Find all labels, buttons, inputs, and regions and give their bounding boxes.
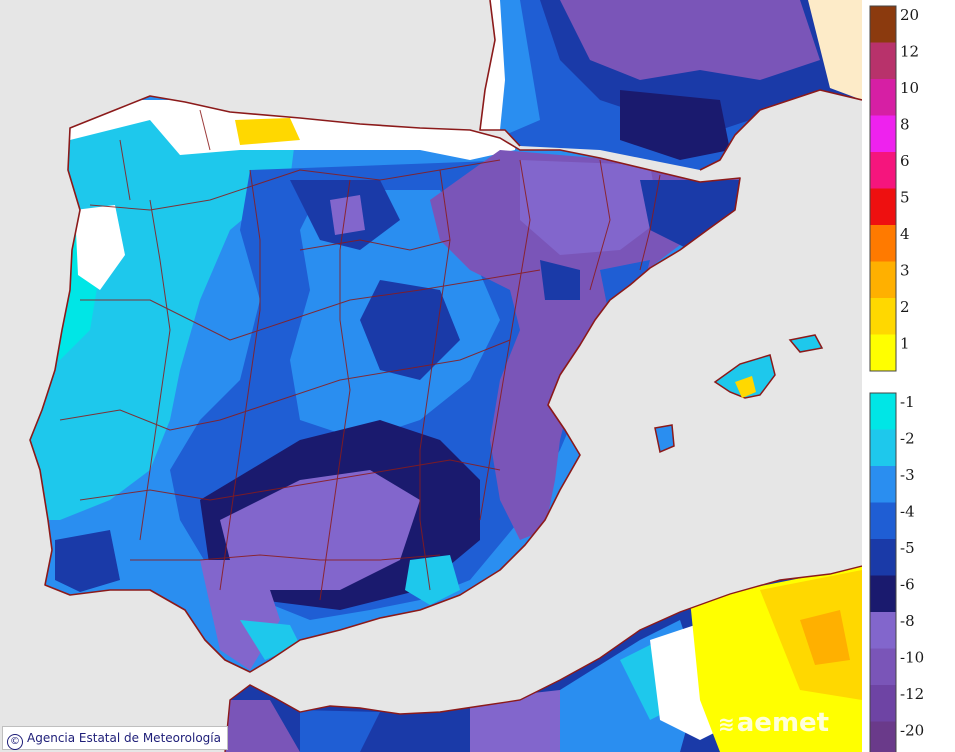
- legend-label-neg-3: -4: [900, 503, 915, 521]
- legend-label-neg-2: -3: [900, 466, 915, 484]
- legend-label-pos-3: 8: [900, 116, 910, 134]
- legend-label-neg-6: -8: [900, 612, 915, 630]
- legend-label-neg-8: -12: [900, 685, 924, 703]
- legend-frame-positive: [869, 5, 897, 372]
- legend-swatch-pos-9: [870, 334, 896, 371]
- anomaly-map: [0, 0, 862, 752]
- legend-label-neg-9: -20: [900, 722, 924, 740]
- aemet-logo: ≋aemet: [718, 708, 829, 738]
- legend-swatch-neg-1: [870, 429, 896, 466]
- legend-swatch-pos-0: [870, 6, 896, 43]
- legend-swatch-neg-4: [870, 539, 896, 576]
- copyright-icon: ©: [7, 734, 23, 750]
- legend-swatch-neg-3: [870, 502, 896, 539]
- legend-label-neg-4: -5: [900, 539, 915, 557]
- legend-swatch-pos-1: [870, 42, 896, 79]
- legend-swatch-pos-2: [870, 79, 896, 116]
- legend-label-pos-6: 4: [900, 225, 910, 243]
- aemet-logo-text: aemet: [736, 708, 830, 738]
- legend-swatch-pos-5: [870, 188, 896, 225]
- legend-swatch-neg-5: [870, 575, 896, 612]
- legend-label-neg-7: -10: [900, 649, 924, 667]
- legend-label-neg-5: -6: [900, 576, 915, 594]
- legend-label-pos-1: 12: [900, 43, 919, 61]
- legend-swatch-neg-0: [870, 393, 896, 430]
- aemet-mark-icon: ≋: [718, 712, 735, 736]
- legend-label-pos-8: 2: [900, 298, 910, 316]
- legend-label-pos-2: 10: [900, 79, 919, 97]
- legend-swatch-pos-8: [870, 298, 896, 335]
- credit-text: Agencia Estatal de Meteorología: [27, 731, 221, 745]
- legend-swatch-neg-9: [870, 721, 896, 752]
- legend-label-pos-5: 5: [900, 189, 910, 207]
- legend-label-pos-9: 1: [900, 335, 910, 353]
- legend-swatch-pos-3: [870, 115, 896, 152]
- legend-label-neg-1: -2: [900, 430, 915, 448]
- legend-swatch-neg-2: [870, 466, 896, 503]
- legend-swatch-pos-6: [870, 225, 896, 262]
- legend-swatch-pos-4: [870, 152, 896, 189]
- legend-label-pos-0: 20: [900, 6, 919, 24]
- copyright-credit: © Agencia Estatal de Meteorología: [2, 726, 228, 750]
- legend-swatch-neg-7: [870, 648, 896, 685]
- legend-label-neg-0: -1: [900, 393, 915, 411]
- legend-swatch-neg-8: [870, 685, 896, 722]
- color-legend: 20 12 10 8 6 5 4 3 2 1 -1 -2 -3 -4 -5 -6 -8 -10 -12 -20: [862, 0, 955, 752]
- legend-frame-negative: [869, 392, 897, 752]
- legend-swatch-pos-7: [870, 261, 896, 298]
- legend-label-pos-4: 6: [900, 152, 910, 170]
- legend-swatch-neg-6: [870, 612, 896, 649]
- legend-label-pos-7: 3: [900, 262, 910, 280]
